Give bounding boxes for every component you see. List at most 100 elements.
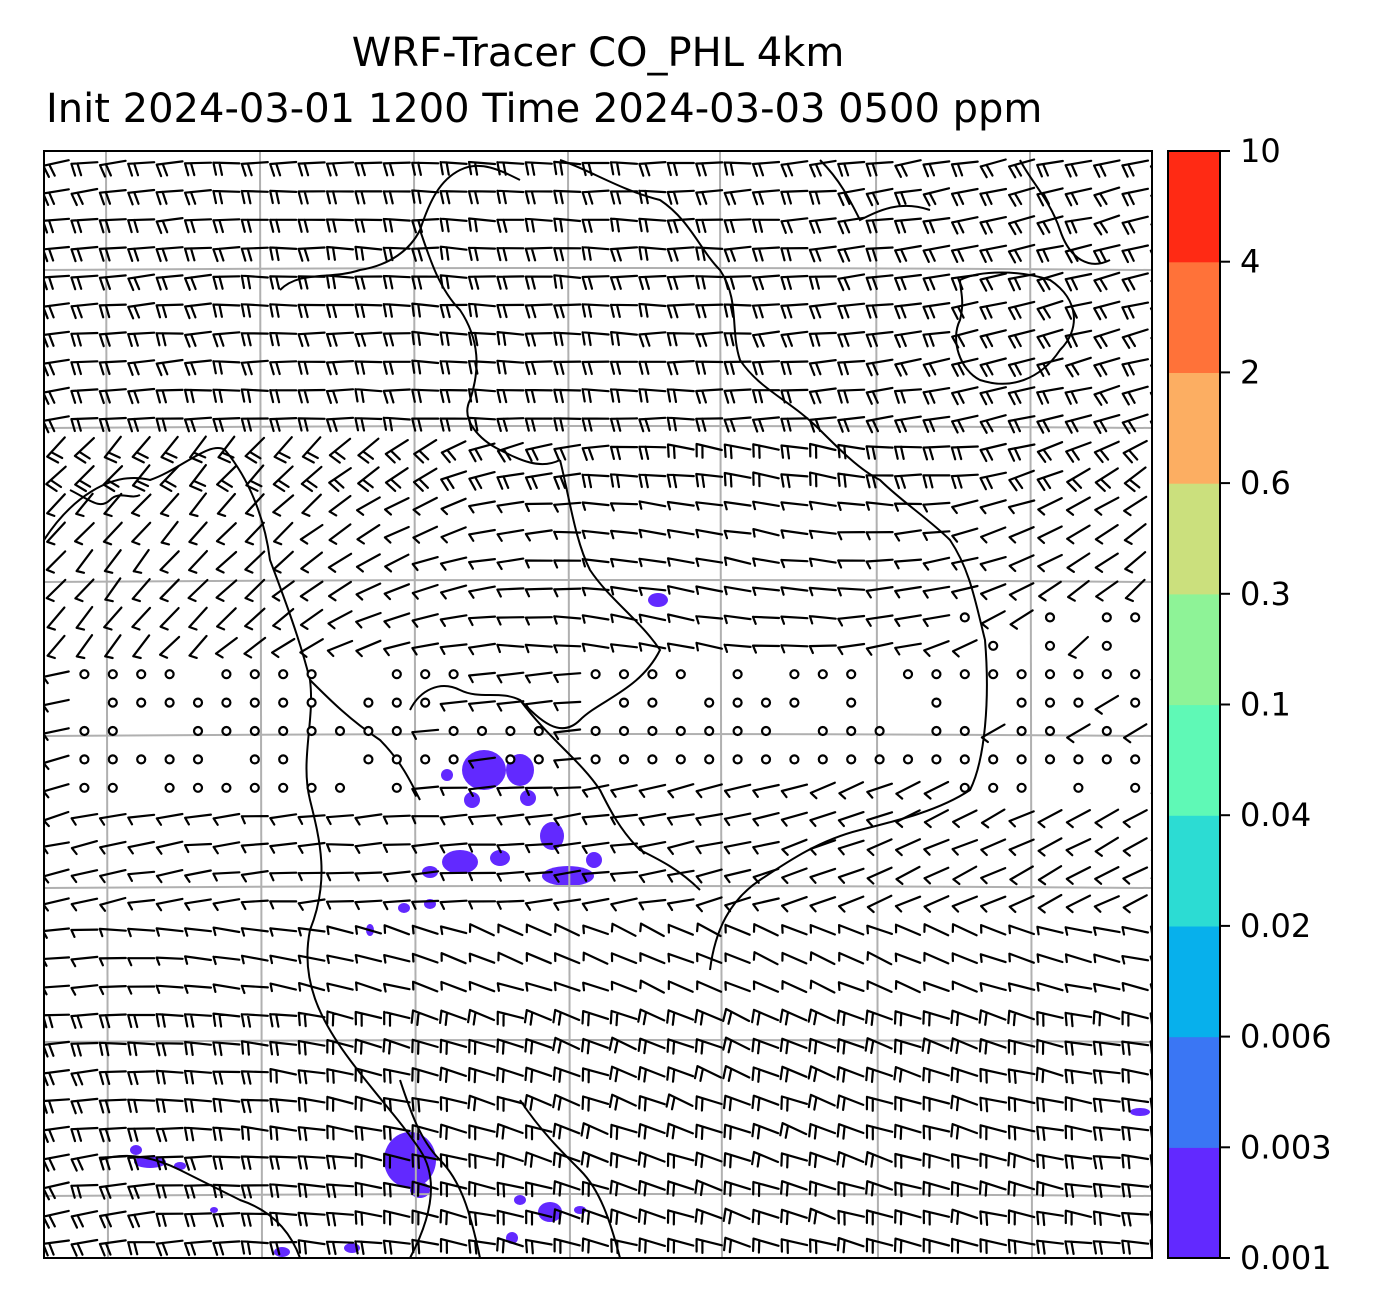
wind-barb-812 xyxy=(391,725,402,737)
wind-barb-1191 xyxy=(923,981,950,992)
wind-barb-1170 xyxy=(326,982,354,993)
wind-barb-389 xyxy=(865,415,894,434)
wind-barb-499 xyxy=(581,501,610,511)
wind-barb-867 xyxy=(817,754,828,765)
wind-barb-751 xyxy=(931,669,942,680)
wind-barb-544 xyxy=(723,529,752,540)
wind-barb-1419 xyxy=(580,1151,609,1168)
wind-barb-505 xyxy=(752,500,780,511)
wind-barb-866 xyxy=(789,754,800,765)
wind-barb-583 xyxy=(695,557,724,568)
wind-barb-570 xyxy=(327,552,353,573)
wind-barb-771 xyxy=(363,697,374,708)
wind-barb-1230 xyxy=(893,1010,922,1027)
wind-barb-1184 xyxy=(724,981,751,993)
wind-barb-591 xyxy=(922,556,951,571)
wind-barb-431 xyxy=(922,445,951,461)
wind-barb-381 xyxy=(638,416,667,433)
wind-barb-1370 xyxy=(326,1124,354,1141)
wind-barb-1460 xyxy=(609,1179,638,1197)
wind-barb-1217 xyxy=(523,1009,552,1026)
coastline-5 xyxy=(519,699,701,891)
wind-barb-1186 xyxy=(781,980,808,994)
wind-barb-506 xyxy=(780,501,809,511)
wind-barb-1318 xyxy=(1121,1068,1149,1084)
wind-barb-226 xyxy=(780,303,809,319)
wind-barb-565 xyxy=(188,550,208,574)
wind-barb-1334 xyxy=(439,1096,468,1113)
wind-barb-1075 xyxy=(1037,893,1063,914)
wind-barb-602 xyxy=(104,577,122,603)
wind-barb-414 xyxy=(440,440,467,464)
wind-barb-808 xyxy=(278,725,289,737)
wind-barb-356 xyxy=(1064,386,1093,405)
wind-barb-523 xyxy=(131,521,152,546)
wind-barb-547 xyxy=(808,529,837,540)
wind-barb-130 xyxy=(326,245,354,261)
wind-barb-887 xyxy=(249,782,260,793)
wind-barb-1100 xyxy=(610,922,637,937)
wind-barb-842 xyxy=(107,754,118,765)
wind-barb-1526 xyxy=(212,1240,241,1256)
wind-barb-434 xyxy=(1007,443,1036,462)
wind-barb-1490 xyxy=(325,1211,355,1227)
wind-barb-1554 xyxy=(1007,1238,1036,1255)
wind-barb-1180 xyxy=(610,980,638,993)
wind-barb-1535 xyxy=(468,1239,496,1255)
colorbar-tick-label-2: 0.006 xyxy=(1240,1018,1332,1056)
coastlines xyxy=(44,159,1111,1258)
wind-barb-328 xyxy=(269,389,298,404)
wind-barb-1258 xyxy=(552,1036,581,1054)
wind-barb-1204 xyxy=(155,1013,184,1028)
wind-barb-217 xyxy=(524,303,553,319)
wind-barb-888 xyxy=(278,782,289,793)
wind-barb-574 xyxy=(439,556,468,571)
coastline-7 xyxy=(819,159,931,222)
wind-barb-111 xyxy=(922,217,951,235)
wind-barb-954 xyxy=(1008,810,1035,828)
wind-barb-1268 xyxy=(836,1038,865,1055)
wind-barb-627 xyxy=(808,586,837,597)
wind-barb-469 xyxy=(865,474,894,489)
wind-barb-250 xyxy=(325,331,355,347)
gridline-parallel-0 xyxy=(44,267,1152,271)
wind-barb-1463 xyxy=(694,1179,723,1197)
wind-barb-497 xyxy=(524,502,553,513)
wind-barb-1097 xyxy=(525,923,552,937)
wind-barb-542 xyxy=(666,529,695,539)
wind-barb-781 xyxy=(647,697,658,708)
wind-barb-945 xyxy=(752,812,780,827)
wind-barb-259 xyxy=(581,331,610,347)
wind-barb-1376 xyxy=(495,1123,524,1140)
wind-barb-966 xyxy=(212,841,241,855)
wind-barb-379 xyxy=(581,417,610,432)
wind-barb-290 xyxy=(325,360,355,376)
wind-barb-121 xyxy=(70,245,99,263)
wind-barb-401 xyxy=(73,437,95,464)
wind-barb-1137 xyxy=(525,952,552,965)
wind-barb-466 xyxy=(780,473,809,489)
wind-barb-265 xyxy=(752,330,780,348)
wind-barb-175 xyxy=(467,275,497,290)
wind-barb-979 xyxy=(581,841,610,854)
gridline-meridian-2 xyxy=(413,151,417,1258)
wind-barb-10 xyxy=(325,161,355,177)
wind-barb-620 xyxy=(610,585,638,596)
wind-barb-322 xyxy=(98,388,127,405)
wind-barb-145 xyxy=(751,246,781,262)
wind-barb-234 xyxy=(1007,300,1036,321)
wind-barb-502 xyxy=(666,500,695,511)
wind-barb-1485 xyxy=(183,1212,213,1228)
wind-barb-635 xyxy=(1038,580,1062,602)
wind-barb-64 xyxy=(723,188,752,206)
wind-barb-280 xyxy=(44,358,70,377)
wind-barb-1410 xyxy=(325,1154,355,1170)
wind-barb-693 xyxy=(411,642,440,656)
wind-barb-1021 xyxy=(638,869,667,884)
wind-barb-832 xyxy=(959,725,970,737)
wind-barb-1083 xyxy=(127,927,156,938)
wind-barb-654 xyxy=(439,614,468,627)
wind-barb-13 xyxy=(411,161,440,176)
wind-barb-96 xyxy=(496,218,525,233)
wind-barb-503 xyxy=(695,501,724,511)
